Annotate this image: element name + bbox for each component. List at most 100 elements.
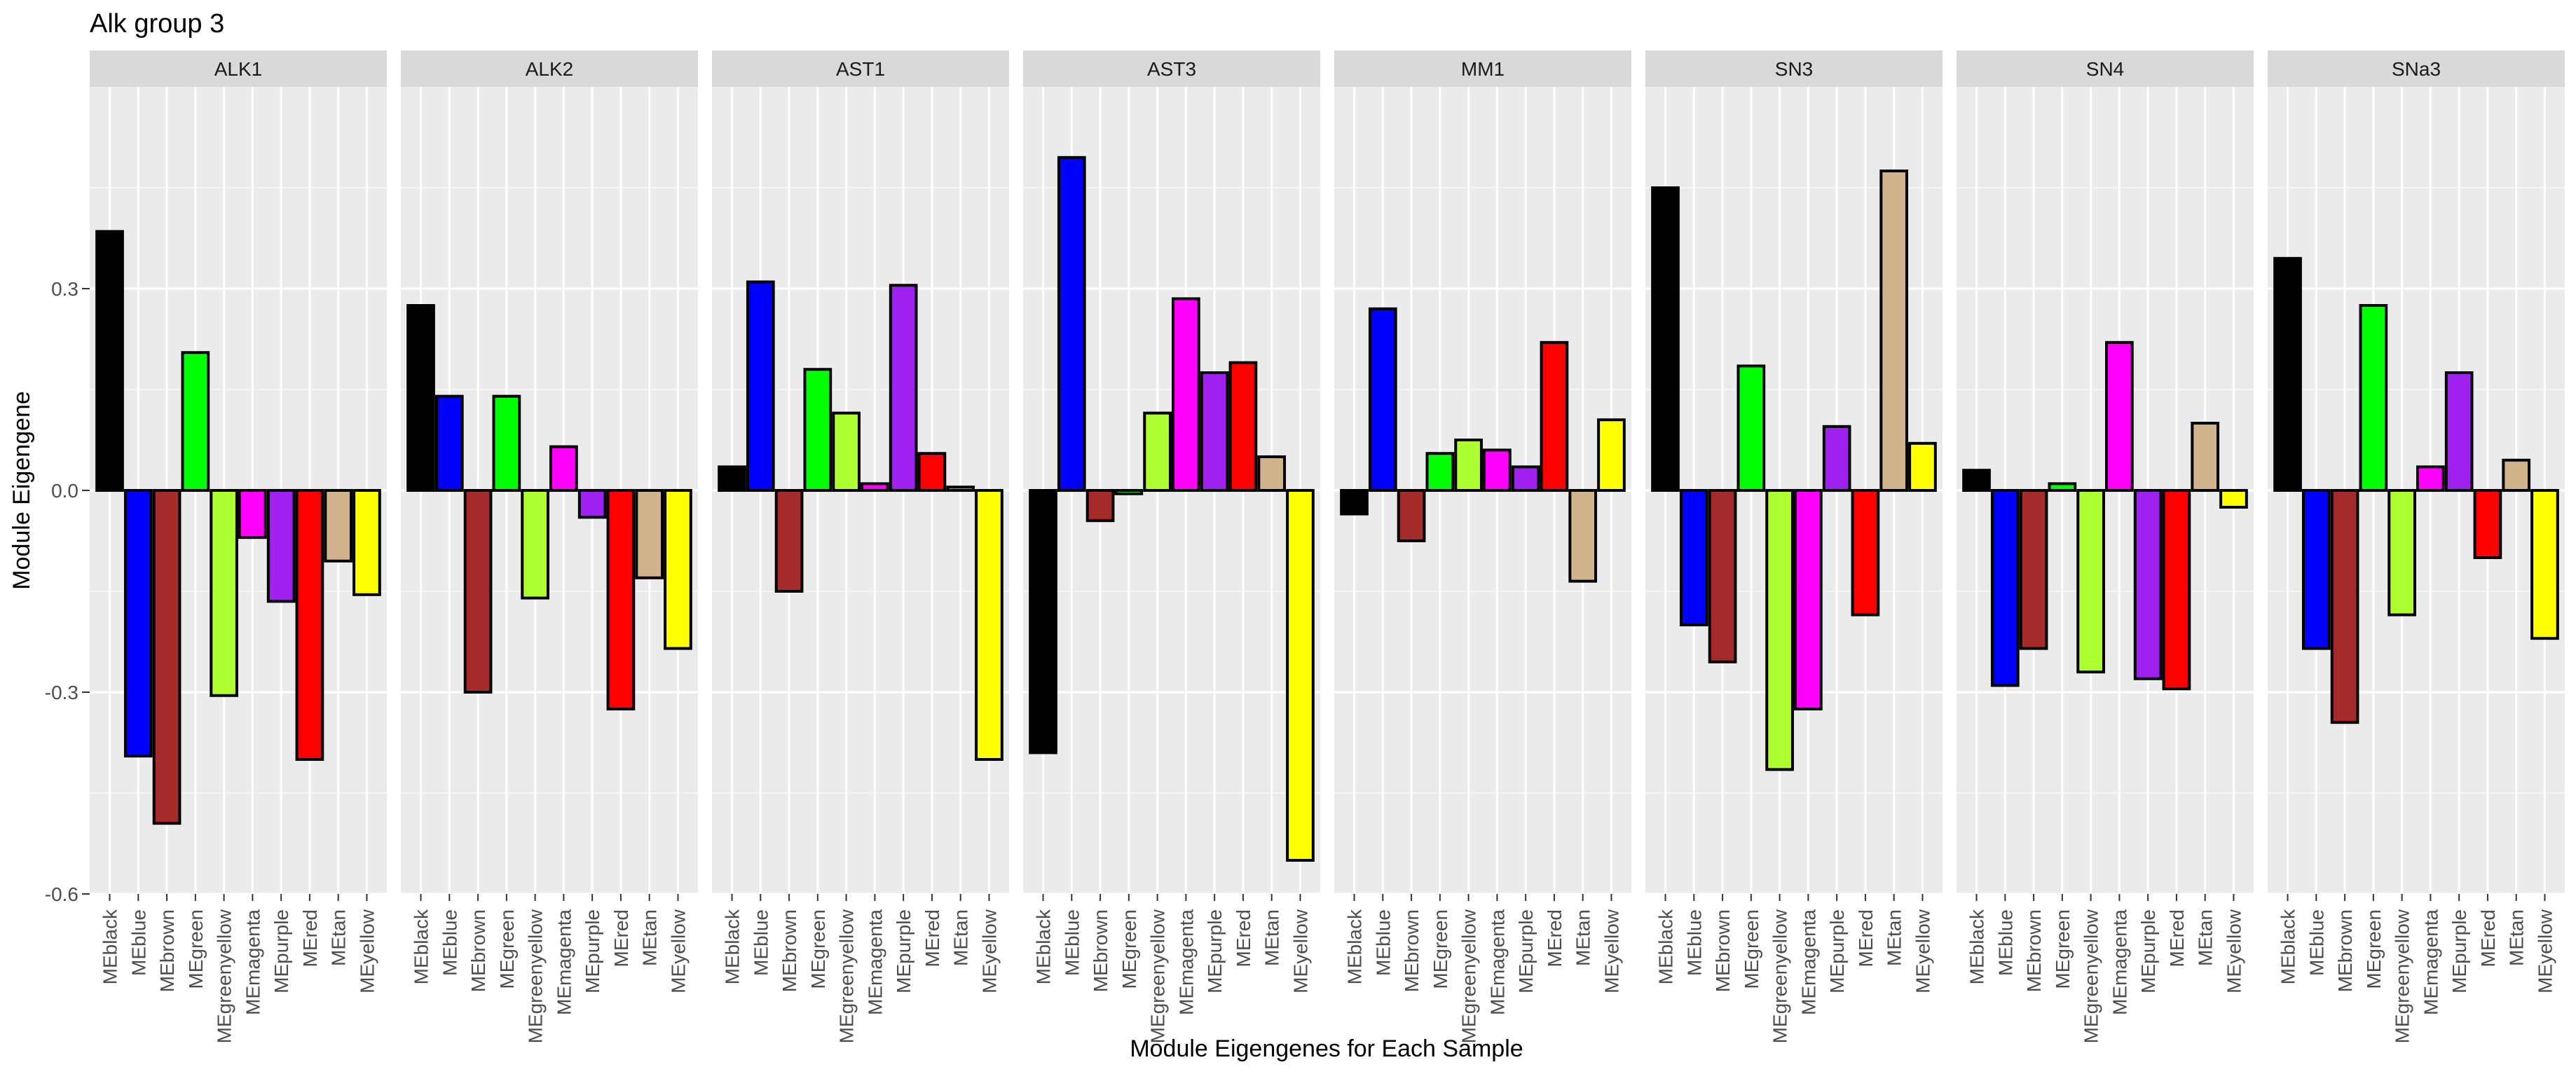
bar-alk1-mepurple <box>266 489 296 603</box>
y-tick-label: -0.3 <box>45 682 78 703</box>
facet-strip <box>1645 50 1943 87</box>
bar-sna3-megreen <box>2359 304 2388 492</box>
bar-sn4-megreen <box>2048 482 2077 493</box>
facet-strip-label: ALK1 <box>214 58 263 80</box>
bar-alk1-memagenta <box>238 489 267 539</box>
facet-strip <box>712 50 1009 87</box>
bar-alk2-megreen <box>492 394 521 492</box>
bar-alk2-mepurple <box>577 489 607 519</box>
bar-alk2-meblue <box>434 394 464 492</box>
x-tick-label: MEgreenyellow <box>1769 909 1791 1043</box>
bar-sn3-mered <box>1851 489 1880 617</box>
x-tick-label: MEmagenta <box>1486 909 1508 1015</box>
facet-strip-label: SN4 <box>2086 58 2124 80</box>
x-tick-label: MEgreenyellow <box>1458 909 1480 1043</box>
x-tick-label: MEmagenta <box>242 909 263 1015</box>
x-tick-label: MEtan <box>1573 909 1594 966</box>
bar-ast1-megreen <box>803 368 833 493</box>
x-tick-label: MEblack <box>1344 909 1366 984</box>
x-tick-label: MEmagenta <box>2420 909 2441 1015</box>
bar-mm1-meyellow <box>1597 418 1626 493</box>
bar-alk1-metan <box>324 489 353 563</box>
bar-sn3-megreen <box>1736 364 1766 493</box>
x-tick-label: MEred <box>2477 909 2499 967</box>
x-tick-label: MEyellow <box>978 909 1000 993</box>
bar-alk1-mebrown <box>152 489 181 825</box>
bar-ast3-meblack <box>1029 489 1057 755</box>
bar-alk1-meblack <box>95 230 124 492</box>
x-tick-label: MEred <box>610 909 632 967</box>
bar-alk1-megreenyellow <box>210 489 238 697</box>
x-tick-label: MEtan <box>328 909 350 966</box>
bar-sn4-mebrown <box>2019 489 2048 650</box>
x-tick-label: MEblue <box>439 909 460 976</box>
x-tick-label: MEtan <box>639 909 661 966</box>
x-tick-label: MEpurple <box>2137 909 2159 993</box>
bar-sna3-meblue <box>2301 489 2331 650</box>
x-tick-label: MEgreen <box>1741 909 1762 989</box>
x-tick-label: MEgreen <box>2052 909 2074 989</box>
y-axis: 0.3 0.0 -0.3 -0.6 <box>45 278 90 905</box>
x-tick-label: MEbrown <box>2023 909 2045 992</box>
facet-panel-mm1: MM1 MEblack MEblue MEbrown MEgreen MEgreenyel… <box>1334 50 1631 1043</box>
bar-sn3-metan <box>1879 170 1909 492</box>
bar-ast1-mered <box>917 452 947 493</box>
facet-panel-sn3: SN3 MEblack MEblue MEbrown MEgreen MEgreenyel… <box>1645 50 1943 1043</box>
x-tick-label: MEblack <box>100 909 121 984</box>
x-tick-label: MEgreen <box>2363 909 2385 989</box>
x-tick-label: MEblack <box>1966 909 1988 984</box>
x-tick-label: MEblue <box>1994 909 2016 976</box>
bar-sn3-megreenyellow <box>1765 489 1794 771</box>
x-tick-label: MEyellow <box>1289 909 1311 993</box>
bar-alk1-mered <box>295 489 324 761</box>
x-tick-label: MEpurple <box>270 909 292 993</box>
bar-sn4-megreenyellow <box>2076 489 2105 674</box>
x-tick-label: MEgreenyellow <box>525 909 547 1043</box>
x-tick-label: MEblue <box>1061 909 1083 976</box>
chart-title: Alk group 3 <box>90 9 224 39</box>
y-axis-title: Module Eigengene <box>8 391 35 590</box>
x-tick-label: MEgreenyellow <box>1147 909 1169 1043</box>
bar-alk2-meblack <box>406 304 435 492</box>
x-tick-label: MEgreen <box>496 909 518 989</box>
bar-alk2-meyellow <box>664 489 692 650</box>
bar-ast3-megreen <box>1114 489 1144 495</box>
bar-ast1-megreenyellow <box>832 411 861 492</box>
bar-sn4-meblack <box>1962 469 1991 493</box>
facet-strip <box>90 50 387 87</box>
facet-strip <box>1957 50 2254 87</box>
x-tick-label: MEbrown <box>467 909 489 992</box>
bar-mm1-memagenta <box>1483 448 1512 493</box>
bar-sna3-megreenyellow <box>2387 489 2416 617</box>
facet-strip <box>1023 50 1320 87</box>
x-tick-label: MEpurple <box>893 909 914 993</box>
bar-sna3-mepurple <box>2444 371 2474 492</box>
bar-sn4-meyellow <box>2219 489 2248 509</box>
x-tick-label: MEblue <box>1372 909 1394 976</box>
x-tick-label: MEbrown <box>1401 909 1423 992</box>
bar-sn4-meblue <box>1990 489 2020 687</box>
bar-mm1-meblack <box>1340 489 1369 516</box>
bar-sn4-mered <box>2162 489 2191 691</box>
x-tick-label: MEyellow <box>356 909 378 993</box>
bar-mm1-megreen <box>1425 452 1455 493</box>
facet-strip <box>401 50 698 87</box>
x-tick-label: MEblack <box>1655 909 1677 984</box>
bar-alk1-megreen <box>181 351 210 493</box>
x-tick-label: MEblue <box>1683 909 1705 976</box>
bar-alk2-mebrown <box>463 489 493 694</box>
bar-ast3-memagenta <box>1172 297 1200 492</box>
facet-strip-label: AST1 <box>836 58 885 80</box>
x-tick-label: MEmagenta <box>1797 909 1819 1015</box>
x-tick-label: MEbrown <box>1712 909 1734 992</box>
x-tick-label: MEyellow <box>2534 909 2556 993</box>
bar-sna3-meblack <box>2273 256 2302 492</box>
facet-panel-ast1: AST1 MEblack MEblue MEbrown MEgreen MEgreenye… <box>712 50 1009 1043</box>
x-tick-label: MEyellow <box>1601 909 1622 993</box>
bar-ast3-mebrown <box>1085 489 1115 523</box>
x-tick-label: MEtan <box>2195 909 2217 966</box>
bar-alk2-memagenta <box>549 445 578 492</box>
x-tick-label: MEbrown <box>779 909 800 992</box>
